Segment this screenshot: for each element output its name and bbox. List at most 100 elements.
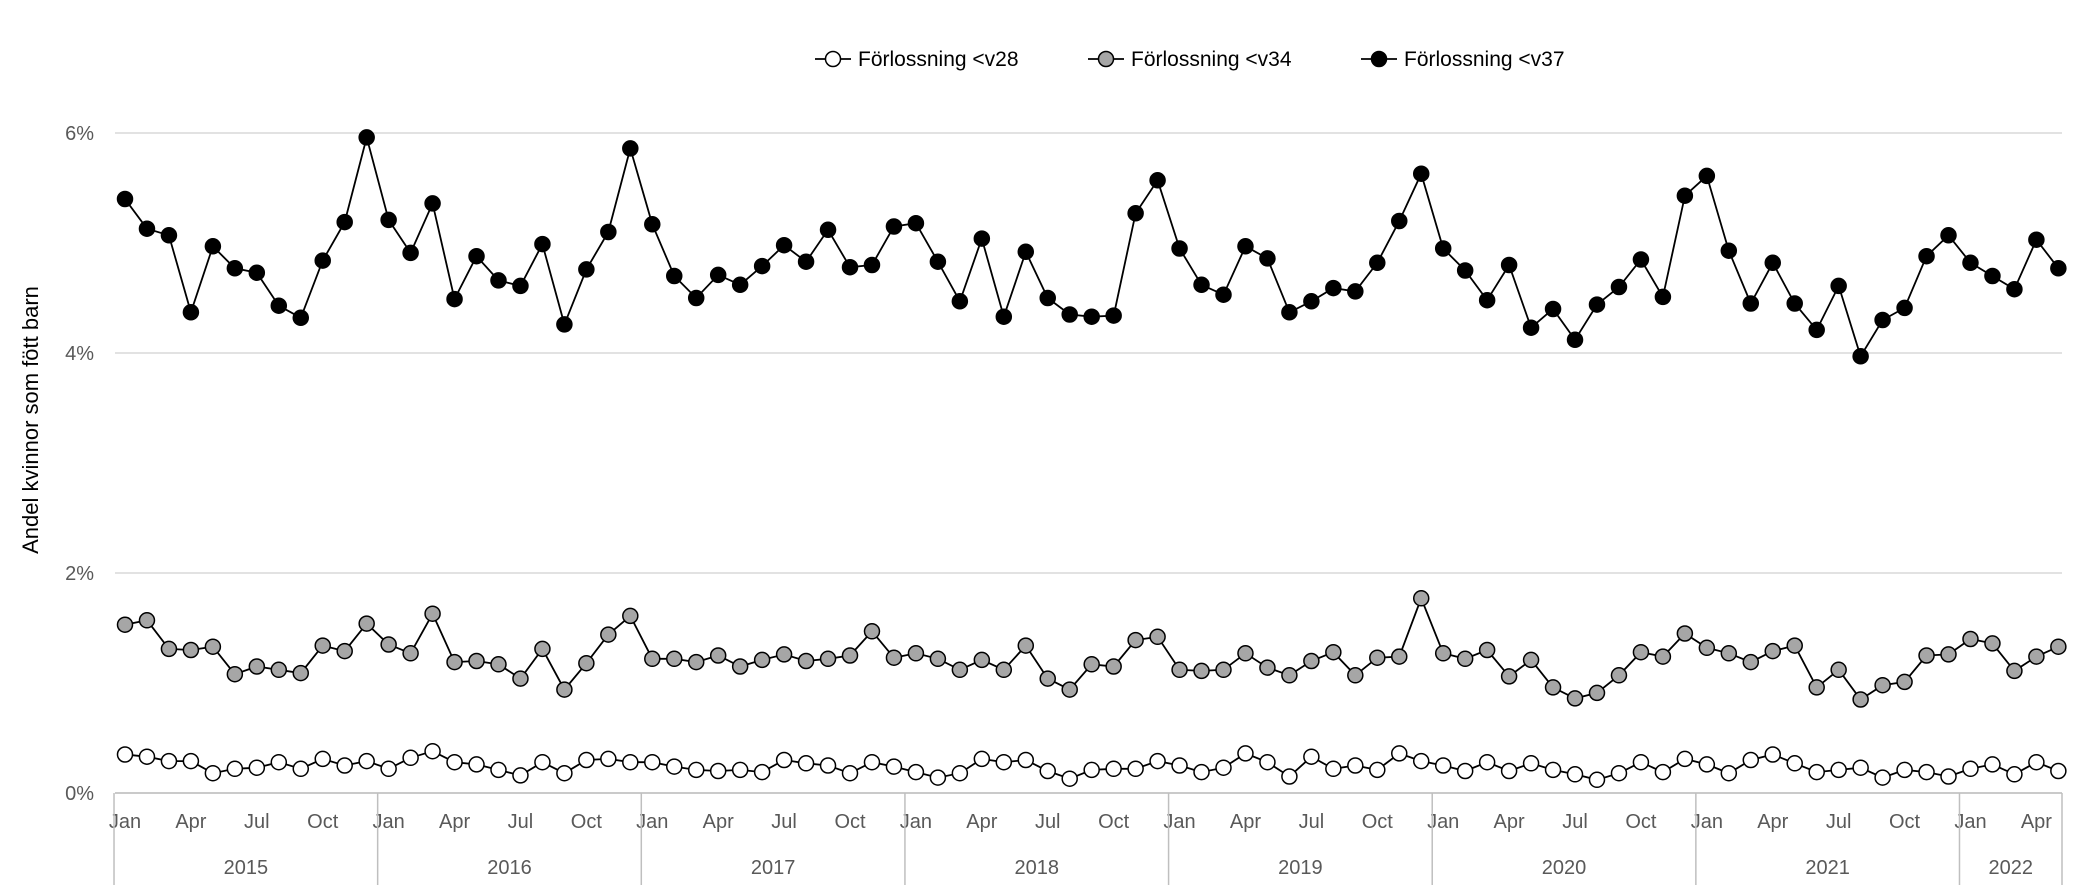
x-year-label: 2021 <box>1805 857 1850 879</box>
data-point <box>973 651 991 669</box>
data-point <box>973 230 991 247</box>
data-point <box>1237 645 1254 662</box>
data-point <box>1786 637 1803 654</box>
data-point <box>973 750 991 768</box>
data-point <box>907 763 925 781</box>
data-point <box>138 748 156 765</box>
legend-marker <box>824 50 842 68</box>
data-point <box>1874 769 1891 786</box>
data-point <box>1434 240 1452 257</box>
data-point <box>1369 254 1386 272</box>
data-point <box>644 650 661 668</box>
data-point <box>402 749 419 767</box>
x-year-label: 2015 <box>224 857 269 879</box>
data-point <box>907 214 925 232</box>
y-tick-label: 6% <box>65 123 94 145</box>
data-point <box>1017 751 1035 769</box>
series-1 <box>116 742 2067 789</box>
data-point <box>248 264 266 281</box>
x-tick-label: Apr <box>703 811 734 833</box>
x-tick-label: Jul <box>508 811 534 833</box>
data-point <box>1918 247 1935 265</box>
data-point <box>1500 762 1518 780</box>
data-point <box>1369 761 1386 779</box>
data-point <box>204 238 222 255</box>
data-point <box>534 640 551 658</box>
data-point <box>182 752 200 770</box>
data-point <box>1852 691 1869 708</box>
data-point <box>1017 637 1035 654</box>
data-point <box>907 645 925 662</box>
data-point <box>358 615 375 632</box>
data-point <box>819 221 837 239</box>
data-point <box>2028 648 2045 665</box>
data-point <box>556 316 573 333</box>
x-tick-label: Apr <box>1494 811 1525 833</box>
data-point <box>1544 300 1562 318</box>
data-point <box>1391 212 1408 230</box>
data-point <box>138 612 156 629</box>
data-point <box>1588 684 1606 702</box>
data-point <box>490 656 507 673</box>
data-point <box>600 750 617 768</box>
data-point <box>600 626 617 643</box>
data-point <box>336 642 353 660</box>
data-point <box>2006 766 2023 783</box>
data-point <box>1896 299 1913 317</box>
data-point <box>929 769 947 786</box>
data-point <box>226 260 244 277</box>
data-point <box>1544 679 1562 696</box>
data-point <box>490 272 507 289</box>
data-point <box>1171 757 1188 774</box>
legend-label: Förlossning <v28 <box>858 48 1019 71</box>
x-tick-label: Jul <box>771 811 797 833</box>
x-tick-label: Jan <box>1163 811 1195 833</box>
data-point <box>116 746 134 763</box>
data-point <box>1742 295 1760 312</box>
data-point <box>841 647 859 664</box>
data-point <box>863 623 881 640</box>
data-point <box>753 763 771 781</box>
x-tick-label: Jul <box>1826 811 1852 833</box>
data-point <box>819 757 837 774</box>
data-point <box>1720 242 1738 259</box>
x-year-label: 2018 <box>1015 857 1060 879</box>
series-3 <box>116 129 2067 365</box>
data-point <box>775 751 793 769</box>
data-point <box>2028 753 2045 771</box>
data-point <box>1281 304 1298 321</box>
data-point <box>841 764 859 782</box>
data-point <box>1962 630 1979 648</box>
data-point <box>556 681 573 698</box>
data-point <box>1522 319 1540 336</box>
data-point <box>1325 279 1342 297</box>
data-point <box>402 244 419 262</box>
x-tick-label: Apr <box>439 811 470 833</box>
data-point <box>1676 750 1694 768</box>
data-point <box>380 760 397 778</box>
data-point <box>1303 748 1320 765</box>
data-point <box>1259 659 1276 676</box>
legend-item: Förlossning <v34 <box>1088 48 1292 71</box>
data-point <box>226 760 244 778</box>
data-point <box>578 751 595 769</box>
data-point <box>1193 763 1210 781</box>
data-point <box>1830 661 1847 679</box>
data-point <box>556 764 573 782</box>
data-point <box>1149 172 1166 189</box>
data-point <box>1984 635 2001 652</box>
data-point <box>687 761 705 779</box>
x-tick-label: Jan <box>636 811 668 833</box>
data-point <box>1808 321 1825 339</box>
data-point <box>402 645 419 662</box>
data-point <box>534 235 551 253</box>
series-2 <box>116 590 2067 708</box>
legend-item: Förlossning <v28 <box>815 48 1019 71</box>
data-point <box>666 650 683 668</box>
x-tick-label: Apr <box>966 811 997 833</box>
data-point <box>1852 348 1869 365</box>
data-point <box>1522 755 1540 772</box>
data-point <box>2050 762 2067 780</box>
data-point <box>644 753 661 771</box>
